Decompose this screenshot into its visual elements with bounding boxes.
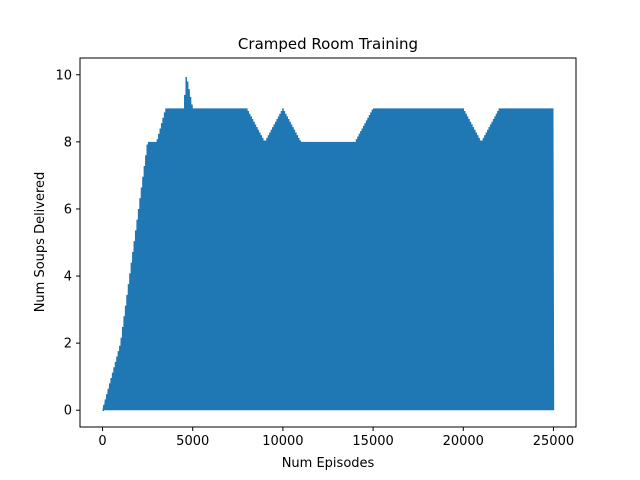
x-tick-label: 5000 bbox=[176, 434, 209, 449]
x-axis-label: Num Episodes bbox=[282, 456, 375, 471]
y-tick-label: 0 bbox=[64, 404, 72, 419]
y-axis-label: Num Soups Delivered bbox=[33, 172, 48, 313]
x-tick-label: 25000 bbox=[533, 434, 574, 449]
x-tick-label: 20000 bbox=[443, 434, 484, 449]
series-line bbox=[102, 77, 555, 411]
x-tick-label: 0 bbox=[98, 434, 106, 449]
y-tick-label: 10 bbox=[55, 68, 72, 83]
plot-data bbox=[102, 77, 555, 411]
x-tick-label: 10000 bbox=[262, 434, 303, 449]
chart-title: Cramped Room Training bbox=[238, 35, 418, 53]
plot-frame bbox=[79, 57, 577, 428]
y-tick-label: 6 bbox=[64, 202, 72, 217]
y-tick-label: 2 bbox=[64, 337, 72, 352]
y-axis-ticks: 0 2 4 6 8 10 bbox=[55, 68, 80, 419]
y-tick-label: 8 bbox=[64, 135, 72, 150]
x-tick-label: 15000 bbox=[352, 434, 393, 449]
y-tick-label: 4 bbox=[64, 270, 72, 285]
x-axis-ticks: 0 5000 10000 15000 20000 25000 bbox=[98, 427, 574, 449]
